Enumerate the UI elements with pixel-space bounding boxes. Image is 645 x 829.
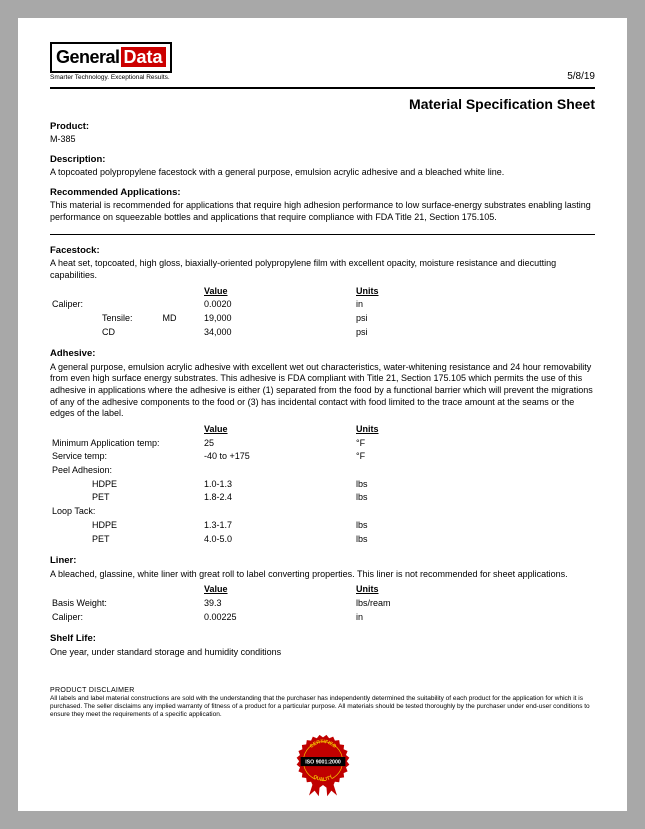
table-row: CD34,000psi <box>52 327 456 339</box>
row-units: °F <box>356 451 456 463</box>
header-row: GeneralData Smarter Technology. Exceptio… <box>50 42 595 83</box>
description-text: A topcoated polypropylene facestock with… <box>50 167 595 179</box>
adhesive-table: Value Units Minimum Application temp:25°… <box>50 422 458 547</box>
recommended-label: Recommended Applications: <box>50 187 595 199</box>
divider-mid <box>50 234 595 235</box>
row-label: CD <box>52 327 202 339</box>
disclaimer-title: PRODUCT DISCLAIMER <box>50 686 595 695</box>
row-units: lbs <box>356 534 456 546</box>
shelf-text: One year, under standard storage and hum… <box>50 647 595 659</box>
logo-part2: Data <box>121 47 166 67</box>
iso-cert-badge-icon: CERTIFIEDQUALITYISO 9001:2000 <box>288 729 358 799</box>
divider-top <box>50 87 595 89</box>
row-units: in <box>356 299 456 311</box>
row-label: PET <box>52 534 202 546</box>
adhesive-tbody: Minimum Application temp:25°FService tem… <box>52 438 456 546</box>
row-label: HDPE <box>52 479 202 491</box>
document-page: GeneralData Smarter Technology. Exceptio… <box>18 18 627 811</box>
row-label: HDPE <box>52 520 202 532</box>
product-value: M-385 <box>50 134 595 146</box>
liner-tbody: Basis Weight:39.3lbs/ream Caliper:0.00225… <box>52 598 456 623</box>
row-units: psi <box>356 327 456 339</box>
table-row: Loop Tack: <box>52 506 456 518</box>
adhesive-text: A general purpose, emulsion acrylic adhe… <box>50 362 595 420</box>
shelf-label: Shelf Life: <box>50 633 595 645</box>
value-header: Value <box>204 424 228 434</box>
row-value: 1.0-1.3 <box>204 479 354 491</box>
table-row: HDPE1.0-1.3lbs <box>52 479 456 491</box>
facestock-text: A heat set, topcoated, high gloss, biaxi… <box>50 258 595 281</box>
value-header: Value <box>204 584 228 594</box>
row-label: Tensile:MD <box>52 313 202 325</box>
row-units: in <box>356 612 456 624</box>
product-label: Product: <box>50 121 595 133</box>
row-label: Basis Weight: <box>52 598 202 610</box>
disclaimer-text: All labels and label material constructi… <box>50 695 595 718</box>
row-value: 1.8-2.4 <box>204 492 354 504</box>
row-units: °F <box>356 438 456 450</box>
table-header-row: Value Units <box>52 584 456 596</box>
row-label: Caliper: <box>52 612 202 624</box>
row-value: 0.00225 <box>204 612 354 624</box>
row-label: Peel Adhesion: <box>52 465 202 477</box>
logo-box: GeneralData <box>50 42 172 73</box>
row-units: lbs/ream <box>356 598 456 610</box>
logo-part1: General <box>56 47 120 67</box>
facestock-table: Value Units Caliper:0.0020in Tensile:MD19… <box>50 284 458 341</box>
table-row: Caliper:0.0020in <box>52 299 456 311</box>
row-units <box>356 465 456 477</box>
table-header-row: Value Units <box>52 286 456 298</box>
table-row: Peel Adhesion: <box>52 465 456 477</box>
row-label: Service temp: <box>52 451 202 463</box>
recommended-text: This material is recommended for applica… <box>50 200 595 223</box>
logo-tagline: Smarter Technology. Exceptional Results. <box>50 74 172 82</box>
value-header: Value <box>204 286 228 296</box>
facestock-label: Facestock: <box>50 245 595 257</box>
table-row: Caliper:0.00225in <box>52 612 456 624</box>
table-row: Service temp:-40 to +175°F <box>52 451 456 463</box>
row-label: Caliper: <box>52 299 202 311</box>
row-label: Loop Tack: <box>52 506 202 518</box>
table-row: Minimum Application temp:25°F <box>52 438 456 450</box>
units-header: Units <box>356 584 379 594</box>
liner-table: Value Units Basis Weight:39.3lbs/ream Cal… <box>50 582 458 625</box>
cert-wrap: CERTIFIEDQUALITYISO 9001:2000 <box>50 719 595 803</box>
table-header-row: Value Units <box>52 424 456 436</box>
svg-text:ISO 9001:2000: ISO 9001:2000 <box>305 759 341 765</box>
row-value: -40 to +175 <box>204 451 354 463</box>
logo-block: GeneralData Smarter Technology. Exceptio… <box>50 42 172 83</box>
row-label: Minimum Application temp: <box>52 438 202 450</box>
document-title: Material Specification Sheet <box>50 95 595 113</box>
row-value: 19,000 <box>204 313 354 325</box>
row-value: 39.3 <box>204 598 354 610</box>
table-row: HDPE1.3-1.7lbs <box>52 520 456 532</box>
row-units: psi <box>356 313 456 325</box>
table-row: PET4.0-5.0lbs <box>52 534 456 546</box>
row-units <box>356 506 456 518</box>
row-value: 34,000 <box>204 327 354 339</box>
row-units: lbs <box>356 492 456 504</box>
liner-text: A bleached, glassine, white liner with g… <box>50 569 595 581</box>
row-value: 1.3-1.7 <box>204 520 354 532</box>
liner-label: Liner: <box>50 555 595 567</box>
document-date: 5/8/19 <box>567 70 595 83</box>
table-row: Basis Weight:39.3lbs/ream <box>52 598 456 610</box>
units-header: Units <box>356 424 379 434</box>
row-units: lbs <box>356 479 456 491</box>
facestock-tbody: Caliper:0.0020inTensile:MD19,000psiCD34,… <box>52 299 456 338</box>
row-value <box>204 506 354 518</box>
row-value: 0.0020 <box>204 299 354 311</box>
row-units: lbs <box>356 520 456 532</box>
row-value: 25 <box>204 438 354 450</box>
description-label: Description: <box>50 154 595 166</box>
row-value: 4.0-5.0 <box>204 534 354 546</box>
table-row: Tensile:MD19,000psi <box>52 313 456 325</box>
row-value <box>204 465 354 477</box>
adhesive-label: Adhesive: <box>50 348 595 360</box>
units-header: Units <box>356 286 379 296</box>
table-row: PET1.8-2.4lbs <box>52 492 456 504</box>
row-label: PET <box>52 492 202 504</box>
